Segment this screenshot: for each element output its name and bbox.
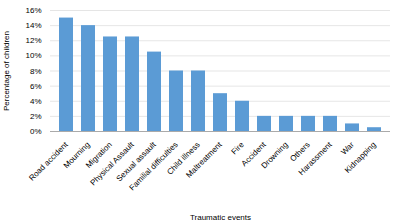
svg-text:War: War: [339, 140, 356, 157]
svg-text:Others: Others: [288, 140, 312, 164]
svg-text:Kidnapping: Kidnapping: [343, 140, 378, 175]
svg-text:Familial difficulties: Familial difficulties: [127, 140, 180, 193]
svg-text:12%: 12%: [25, 36, 41, 45]
svg-text:Drowning: Drowning: [259, 140, 289, 170]
svg-text:4%: 4%: [30, 97, 42, 106]
svg-text:10%: 10%: [25, 51, 41, 60]
svg-text:Harassment: Harassment: [297, 140, 334, 177]
svg-text:Migration: Migration: [84, 140, 114, 170]
svg-text:Accident: Accident: [239, 140, 268, 169]
svg-text:Percentage of children: Percentage of children: [2, 31, 11, 111]
svg-text:8%: 8%: [30, 67, 42, 76]
svg-text:Child illness: Child illness: [165, 140, 202, 177]
svg-text:14%: 14%: [25, 21, 41, 30]
svg-text:2%: 2%: [30, 112, 42, 121]
svg-text:0%: 0%: [30, 127, 42, 136]
svg-text:Fire: Fire: [230, 140, 246, 156]
svg-text:Maltreatment: Maltreatment: [184, 140, 224, 180]
svg-text:16%: 16%: [25, 6, 41, 15]
svg-text:Traumatic events: Traumatic events: [190, 213, 251, 222]
svg-text:Mourning: Mourning: [61, 140, 92, 171]
svg-text:Physical Assault: Physical Assault: [88, 140, 136, 188]
svg-text:Sexual assault: Sexual assault: [114, 140, 158, 184]
svg-text:6%: 6%: [30, 82, 42, 91]
svg-text:Road accident: Road accident: [27, 140, 70, 183]
